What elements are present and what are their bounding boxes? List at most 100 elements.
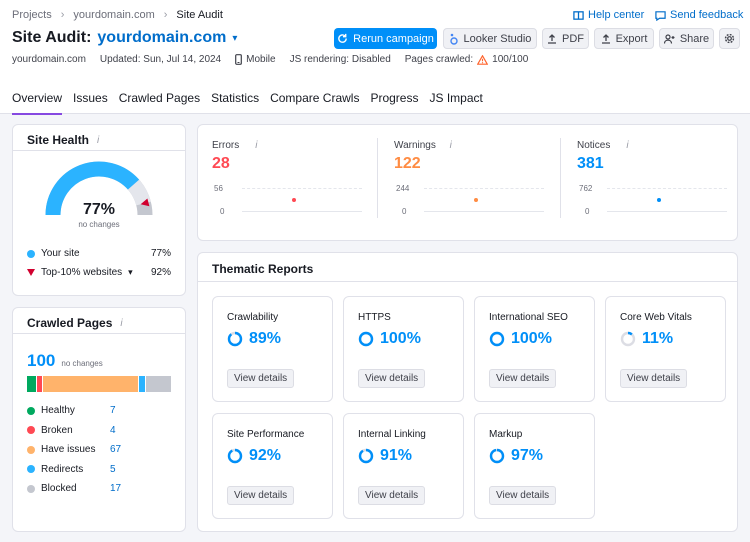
sparkline-axis-min: 0 bbox=[220, 207, 225, 216]
export-label: Export bbox=[615, 32, 648, 45]
chevron-down-icon[interactable]: ▾ bbox=[128, 267, 133, 277]
looker-studio-button[interactable]: Looker Studio bbox=[443, 28, 537, 49]
sparkline-point bbox=[474, 198, 478, 202]
divider bbox=[13, 150, 185, 151]
report-score[interactable]: 11% bbox=[620, 330, 673, 348]
pages-crawled-value: 100/100 bbox=[492, 54, 529, 65]
your-site-value: 77% bbox=[150, 248, 171, 259]
export-button[interactable]: Export bbox=[594, 28, 654, 49]
tab-statistics[interactable]: Statistics bbox=[211, 91, 260, 105]
send-feedback-link[interactable]: Send feedback bbox=[655, 9, 743, 21]
info-icon[interactable]: i bbox=[626, 140, 629, 151]
view-details-button[interactable]: View details bbox=[620, 369, 688, 388]
report-card-https: HTTPS 100% View details bbox=[343, 296, 464, 402]
warning-icon bbox=[477, 54, 489, 65]
gear-icon bbox=[724, 33, 735, 44]
book-icon bbox=[573, 10, 584, 20]
meta-domain: yourdomain.com bbox=[12, 54, 86, 65]
info-icon[interactable]: i bbox=[120, 317, 123, 329]
stacked-bar-segment-have-issues[interactable] bbox=[42, 376, 140, 392]
counter-label-notices: Notices bbox=[577, 140, 611, 151]
top10-label: Top-10% websites bbox=[41, 267, 123, 278]
info-icon[interactable]: i bbox=[97, 134, 100, 146]
meta-pages-crawled: Pages crawled: 100/100 bbox=[405, 54, 529, 65]
stacked-bar-segment-redirects[interactable] bbox=[139, 376, 147, 392]
tab-js-impact[interactable]: JS Impact bbox=[429, 91, 483, 105]
share-label: Share bbox=[679, 32, 710, 45]
legend-value-link[interactable]: 5 bbox=[110, 463, 116, 475]
counter-value-errors[interactable]: 28 bbox=[212, 155, 230, 172]
title-prefix: Site Audit: bbox=[12, 29, 92, 46]
gauge-top10-arc bbox=[127, 179, 151, 206]
view-details-button[interactable]: View details bbox=[358, 486, 426, 505]
tab-overview[interactable]: Overview bbox=[12, 91, 63, 115]
refresh-icon bbox=[338, 33, 347, 43]
legend-your-site: Your site bbox=[27, 248, 80, 259]
report-score[interactable]: 97% bbox=[489, 447, 543, 465]
tab-compare-crawls[interactable]: Compare Crawls bbox=[270, 91, 360, 105]
report-score[interactable]: 91% bbox=[358, 447, 412, 465]
chat-icon bbox=[655, 10, 666, 21]
crawled-pages-title-text: Crawled Pages bbox=[27, 316, 113, 330]
help-center-link[interactable]: Help center bbox=[573, 9, 644, 21]
legend-value-link[interactable]: 4 bbox=[110, 424, 116, 436]
report-card-core-web-vitals: Core Web Vitals 11% View details bbox=[605, 296, 726, 402]
upload-icon bbox=[548, 33, 556, 44]
report-score-value: 100% bbox=[511, 330, 552, 347]
share-button[interactable]: Share bbox=[659, 28, 714, 49]
report-name: Crawlability bbox=[227, 312, 279, 323]
info-icon[interactable]: i bbox=[449, 140, 452, 151]
tab-crawled-pages[interactable]: Crawled Pages bbox=[118, 91, 201, 105]
thematic-reports-title: Thematic Reports bbox=[212, 262, 314, 276]
view-details-button[interactable]: View details bbox=[227, 369, 295, 388]
meta-js-rendering: JS rendering: Disabled bbox=[289, 54, 391, 65]
stacked-bar-segment-blocked[interactable] bbox=[146, 376, 171, 392]
divider bbox=[13, 333, 185, 334]
looker-label: Looker Studio bbox=[463, 32, 532, 45]
send-feedback-label: Send feedback bbox=[670, 9, 744, 21]
report-score[interactable]: 100% bbox=[358, 330, 421, 348]
settings-button[interactable] bbox=[719, 28, 740, 49]
report-score-value: 89% bbox=[249, 330, 282, 347]
legend-dot-icon bbox=[27, 484, 35, 493]
view-details-button[interactable]: View details bbox=[358, 369, 426, 388]
report-card-markup: Markup 97% View details bbox=[474, 413, 595, 519]
counter-label-errors: Errors bbox=[212, 140, 240, 151]
info-icon[interactable]: i bbox=[255, 140, 258, 151]
legend-row-have-issues: Have issues bbox=[27, 444, 95, 455]
legend-value-link[interactable]: 7 bbox=[110, 405, 116, 416]
crawled-pages-caption: no changes bbox=[61, 359, 103, 368]
crawled-pages-count[interactable]: 100 bbox=[27, 351, 56, 370]
legend-value-link[interactable]: 17 bbox=[110, 483, 122, 494]
counter-value-warnings[interactable]: 122 bbox=[394, 155, 421, 172]
report-score[interactable]: 89% bbox=[227, 330, 281, 348]
breadcrumb-projects[interactable]: Projects bbox=[12, 9, 52, 21]
legend-row-redirects: Redirects bbox=[27, 464, 83, 475]
tab-progress[interactable]: Progress bbox=[370, 91, 419, 105]
stacked-bar-segment-broken[interactable] bbox=[37, 376, 43, 392]
report-score[interactable]: 100% bbox=[489, 330, 552, 348]
legend-value-link[interactable]: 67 bbox=[110, 444, 122, 455]
domain-selector[interactable]: yourdomain.com bbox=[97, 29, 227, 46]
report-score-value: 97% bbox=[511, 447, 544, 464]
chevron-right-icon: › bbox=[60, 9, 65, 21]
stacked-bar-segment-healthy[interactable] bbox=[27, 376, 38, 392]
breadcrumb-site-audit: Site Audit bbox=[176, 9, 223, 21]
chevron-down-icon[interactable]: ▾ bbox=[232, 32, 238, 44]
view-details-button[interactable]: View details bbox=[489, 486, 557, 505]
rerun-campaign-button[interactable]: Rerun campaign bbox=[334, 28, 437, 49]
legend-top10[interactable]: Top-10% websites ▾ bbox=[27, 267, 133, 278]
rerun-label: Rerun campaign bbox=[353, 32, 434, 45]
counter-label-warnings: Warnings bbox=[394, 140, 436, 151]
sparkline-baseline bbox=[424, 211, 544, 212]
report-card-site-performance: Site Performance 92% View details bbox=[212, 413, 333, 519]
counter-value-notices[interactable]: 381 bbox=[577, 155, 604, 172]
legend-row-healthy: Healthy bbox=[27, 405, 75, 416]
pdf-button[interactable]: PDF bbox=[542, 28, 589, 49]
breadcrumb-domain[interactable]: yourdomain.com bbox=[73, 9, 155, 21]
tab-issues[interactable]: Issues bbox=[73, 91, 108, 105]
report-score[interactable]: 92% bbox=[227, 447, 281, 465]
progress-ring-icon bbox=[620, 331, 636, 347]
view-details-button[interactable]: View details bbox=[489, 369, 557, 388]
view-details-button[interactable]: View details bbox=[227, 486, 295, 505]
